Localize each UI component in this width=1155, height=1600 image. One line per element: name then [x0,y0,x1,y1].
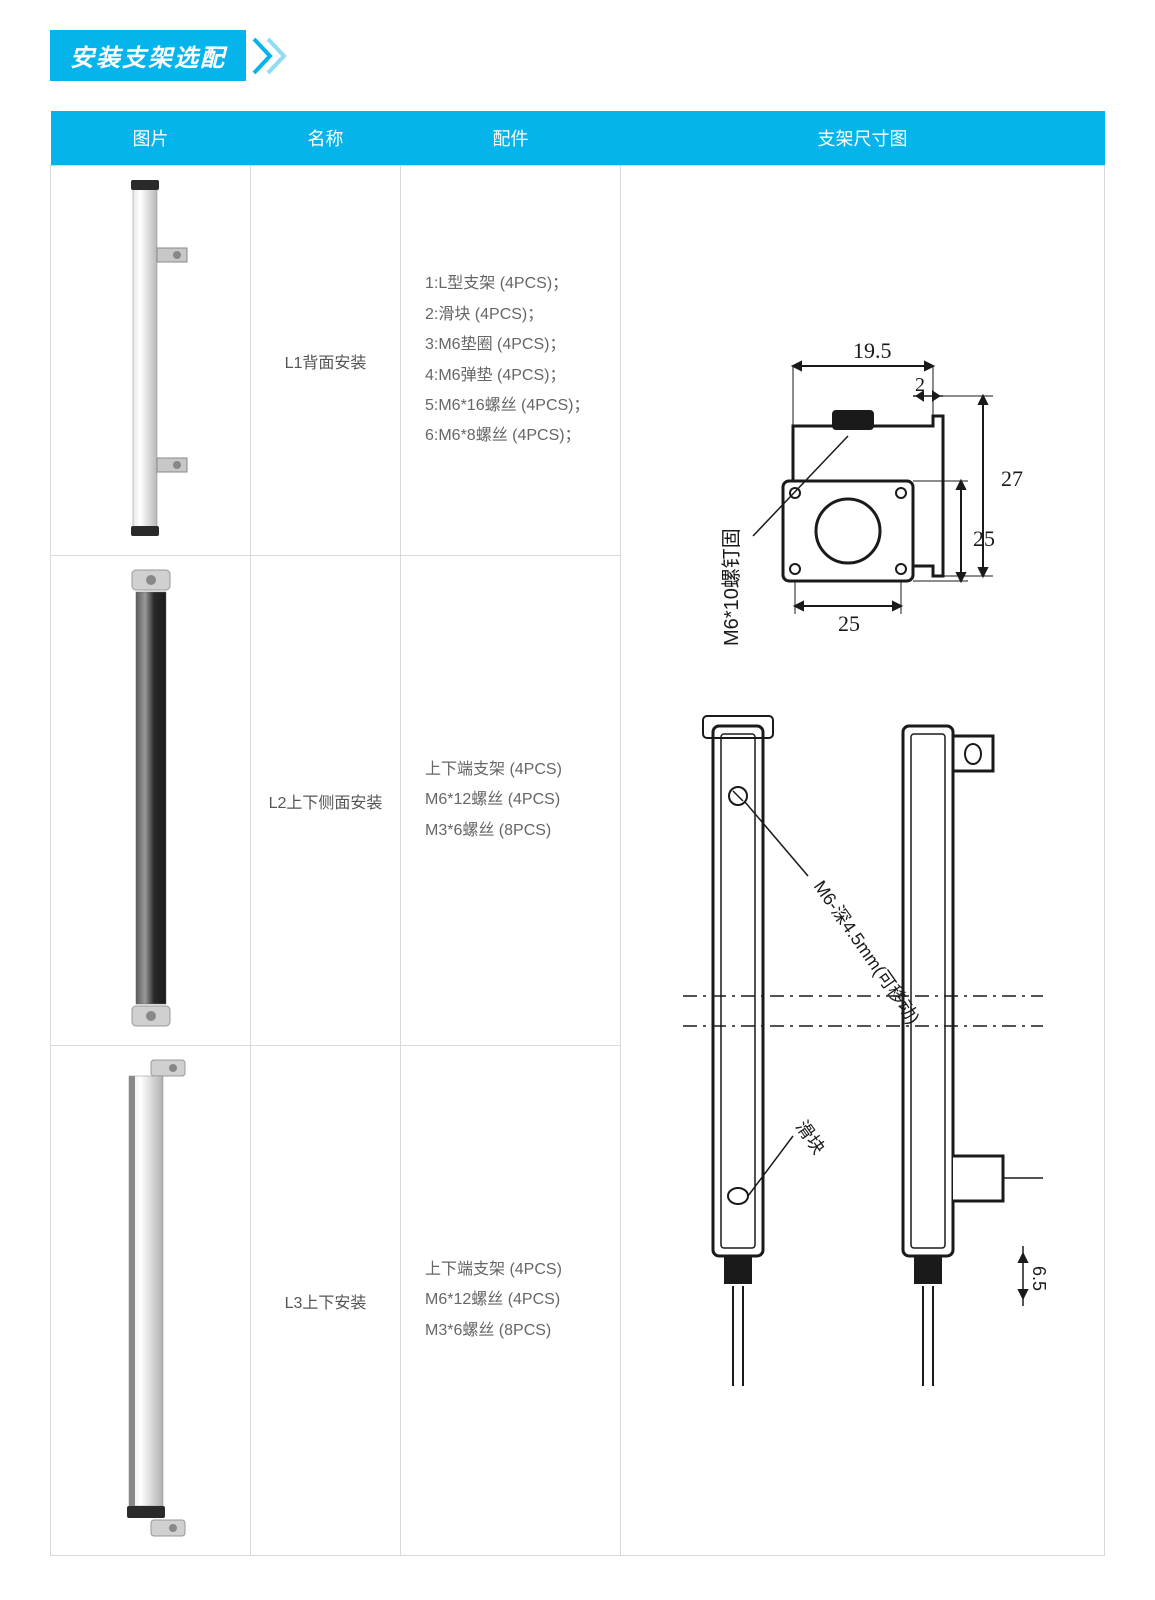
col-accessories: 配件 [401,111,621,166]
row-accessories: 1:L型支架 (4PCS)； 2:滑块 (4PCS)； 3:M6垫圈 (4PCS… [401,166,621,556]
col-name: 名称 [251,111,401,166]
col-diagram: 支架尺寸图 [621,111,1105,166]
product-image-l3 [51,1046,251,1556]
dim-side: 25 [973,526,995,551]
l-bracket-diagram: 19.5 2 27 25 25 M6*10螺钉固 [683,336,1043,676]
product-image-l2 [51,556,251,1046]
row-name: L2上下侧面安装 [251,556,401,1046]
chevron-icon [250,35,300,77]
dim-inner: 2 [915,374,925,396]
rail-diagram: M6-深4.5mm(可移动) 滑块 6.5 [673,706,1053,1386]
section-header: 安装支架选配 [50,30,1105,81]
dim-right: 27 [1001,466,1023,491]
row-accessories: 上下端支架 (4PCS) M6*12螺丝 (4PCS) M3*6螺丝 (8PCS… [401,556,621,1046]
product-image-l1 [51,166,251,556]
dim-top: 19.5 [853,338,892,363]
dim-bottom: 25 [838,611,860,636]
table-header-row: 图片 名称 配件 支架尺寸图 [51,111,1105,166]
dimension-diagram-cell: 19.5 2 27 25 25 M6*10螺钉固 [621,166,1105,1556]
row-name: L1背面安装 [251,166,401,556]
col-image: 图片 [51,111,251,166]
row-accessories: 上下端支架 (4PCS) M6*12螺丝 (4PCS) M3*6螺丝 (8PCS… [401,1046,621,1556]
section-title: 安装支架选配 [50,30,246,81]
slider-label: 滑块 [791,1116,828,1157]
dim-6-5: 6.5 [1029,1266,1049,1291]
table-row: L1背面安装 1:L型支架 (4PCS)； 2:滑块 (4PCS)； 3:M6垫… [51,166,1105,556]
screw-label: M6*10螺钉固 [720,528,743,646]
row-name: L3上下安装 [251,1046,401,1556]
bracket-table: 图片 名称 配件 支架尺寸图 [50,111,1105,1556]
